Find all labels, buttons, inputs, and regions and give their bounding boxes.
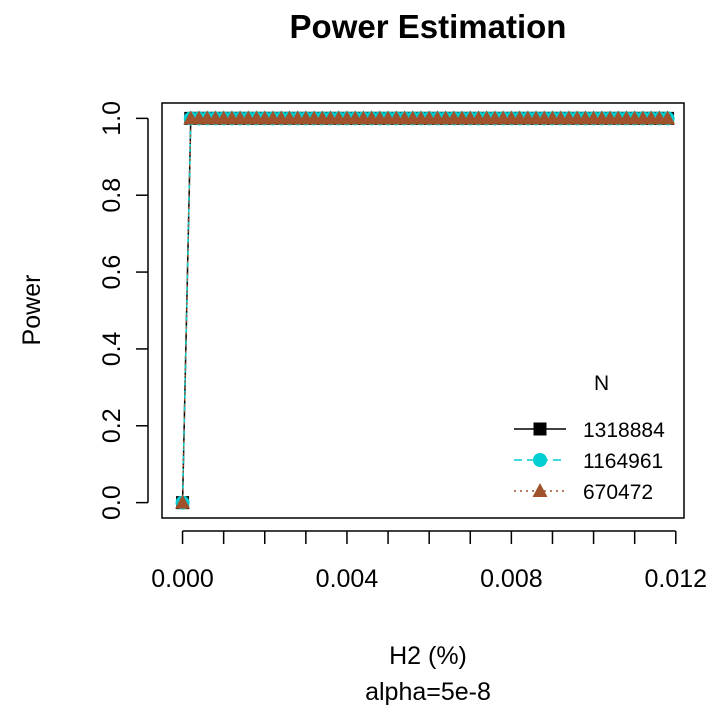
x-tick-label: 0.004 bbox=[316, 565, 379, 593]
legend-marker bbox=[533, 422, 547, 436]
x-tick-label: 0.000 bbox=[151, 565, 214, 593]
legend: N 1318884 1164961 670472 bbox=[514, 372, 665, 504]
y-tick-label: 0.8 bbox=[98, 178, 126, 213]
x-tick-label: 0.012 bbox=[644, 565, 707, 593]
legend-marker bbox=[533, 453, 547, 467]
x-tick-label: 0.008 bbox=[480, 565, 543, 593]
y-tick-label: 0.2 bbox=[98, 408, 126, 443]
legend-title: N bbox=[594, 372, 609, 395]
series-layer bbox=[175, 110, 676, 510]
x-axis-label: H2 (%) bbox=[389, 642, 467, 670]
series-670472 bbox=[175, 110, 676, 509]
y-tick-label: 0.0 bbox=[98, 485, 126, 520]
series-line-1164961 bbox=[181, 117, 668, 503]
plot-frame bbox=[161, 102, 685, 519]
y-axis-label: Power bbox=[18, 275, 46, 346]
chart-title: Power Estimation bbox=[290, 8, 567, 45]
y-tick-label: 1.0 bbox=[98, 101, 126, 136]
series-line-1318884 bbox=[181, 117, 668, 503]
legend-marker bbox=[532, 483, 548, 497]
data-point bbox=[660, 110, 676, 125]
x-axis-sublabel: alpha=5e-8 bbox=[365, 678, 491, 706]
legend-label: 1318884 bbox=[583, 419, 665, 442]
x-axis: 0.000 0.004 0.008 0.012 bbox=[151, 530, 707, 593]
y-tick-label: 0.6 bbox=[98, 255, 126, 290]
y-axis: 0.0 0.2 0.4 0.6 0.8 1.0 bbox=[98, 101, 149, 520]
data-point bbox=[175, 494, 191, 509]
legend-label: 670472 bbox=[583, 481, 653, 504]
legend-label: 1164961 bbox=[583, 450, 663, 473]
y-tick-label: 0.4 bbox=[98, 331, 126, 366]
series-line-670472 bbox=[181, 117, 668, 503]
